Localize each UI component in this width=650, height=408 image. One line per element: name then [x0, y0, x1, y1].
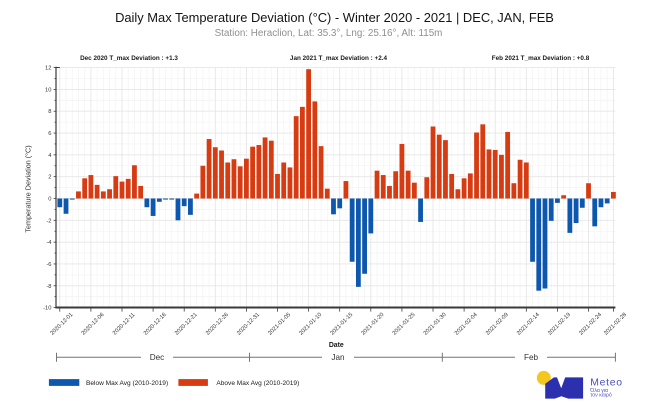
- svg-text:12: 12: [45, 66, 51, 72]
- svg-text:8: 8: [48, 109, 51, 115]
- svg-text:Όλα για: Όλα για: [589, 388, 608, 394]
- svg-text:Temperature Deviation (°C): Temperature Deviation (°C): [23, 145, 32, 232]
- svg-text:Meteo: Meteo: [590, 377, 622, 388]
- svg-text:-2: -2: [46, 218, 51, 224]
- svg-text:Above Max Avg (2010-2019): Above Max Avg (2010-2019): [216, 380, 299, 387]
- svg-text:6: 6: [48, 131, 51, 137]
- svg-text:-4: -4: [46, 240, 52, 246]
- svg-text:Below Max Avg (2010-2019): Below Max Avg (2010-2019): [86, 380, 168, 387]
- svg-text:-10: -10: [43, 306, 51, 312]
- svg-text:Station: Heraclion, Lat: 35.3°: Station: Heraclion, Lat: 35.3°, Lng: 25.…: [215, 28, 443, 39]
- svg-text:2: 2: [48, 175, 51, 181]
- svg-text:-8: -8: [46, 284, 51, 290]
- svg-text:4: 4: [48, 153, 52, 159]
- svg-text:τον καιρό: τον καιρό: [590, 392, 612, 399]
- svg-text:Jan: Jan: [331, 353, 345, 362]
- svg-text:Jan 2021 T_max Deviation : +2.: Jan 2021 T_max Deviation : +2.4: [290, 55, 388, 62]
- svg-text:Dec 2020 T_max Deviation : +1.: Dec 2020 T_max Deviation : +1.3: [80, 55, 178, 62]
- svg-text:Feb 2021 T_max Deviation : +0.: Feb 2021 T_max Deviation : +0.8: [492, 55, 590, 62]
- svg-text:Feb: Feb: [524, 353, 539, 362]
- svg-text:Date: Date: [329, 342, 344, 349]
- svg-text:0: 0: [48, 197, 51, 203]
- svg-text:Daily Max Temperature Deviatio: Daily Max Temperature Deviation (°C) - W…: [115, 10, 554, 25]
- svg-text:Dec: Dec: [150, 353, 165, 362]
- svg-text:-6: -6: [46, 262, 51, 268]
- svg-text:10: 10: [45, 87, 51, 93]
